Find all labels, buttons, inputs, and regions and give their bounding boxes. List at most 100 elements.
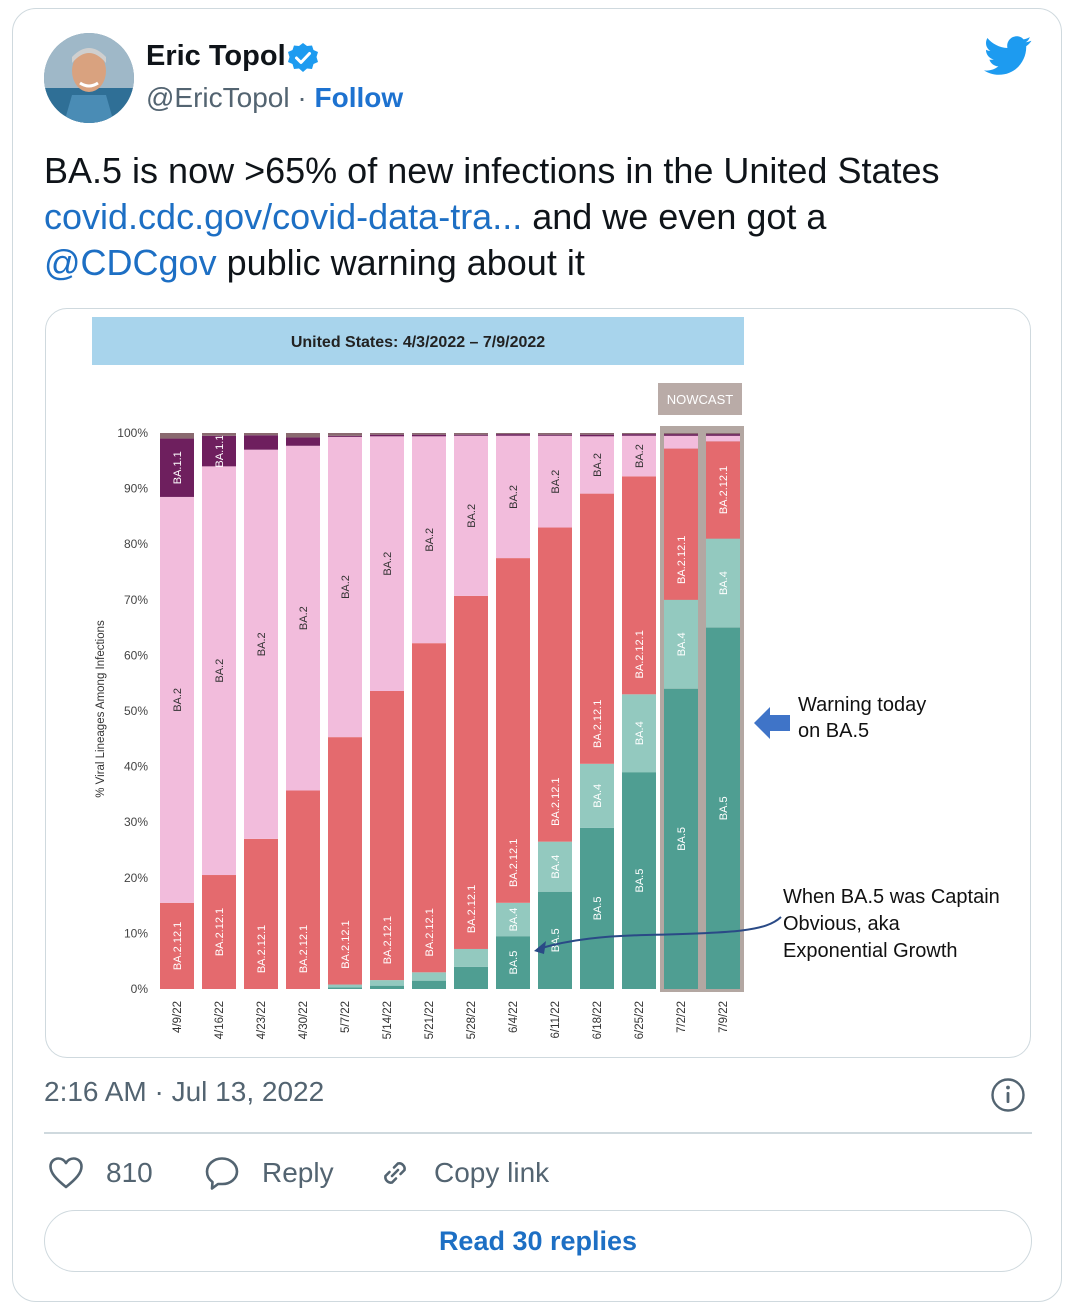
bar-segment-label: BA.2.12.1 [172, 922, 184, 970]
bar-segment [664, 448, 698, 600]
bar-segment [160, 433, 194, 439]
bar-segment [244, 838, 278, 989]
bar-segment-label: BA.4 [550, 855, 562, 879]
bar-segment-label: BA.5 [676, 827, 688, 851]
tweet-media-chart[interactable]: United States: 4/3/2022 – 7/9/2022 NOWCA… [45, 308, 1031, 1058]
x-tick-label: 6/18/22 [592, 1001, 604, 1039]
bar-segment [370, 690, 404, 981]
tweet-timestamp[interactable]: 2:16 AM · Jul 13, 2022 [44, 1076, 325, 1107]
info-icon[interactable] [990, 1077, 1026, 1113]
author-avatar[interactable] [44, 33, 134, 123]
copy-link-label: Copy link [434, 1157, 550, 1188]
bar-segment-label: BA.2.12.1 [382, 916, 394, 964]
bar-segment [706, 435, 740, 442]
bar-segment-label: BA.2 [466, 504, 478, 528]
bar-segment [496, 936, 530, 989]
cdc-mention-link[interactable]: @CDCgov [44, 242, 217, 283]
bar-segment-label: BA.2 [214, 659, 226, 683]
link-icon [384, 1162, 406, 1184]
y-tick-label: 60% [124, 648, 148, 662]
bar-segment-label: BA.2.12.1 [298, 925, 310, 973]
bar-segment [454, 434, 488, 436]
bar-segment [622, 434, 656, 436]
bar-segment-label: BA.5 [718, 796, 730, 820]
chart-title-banner [92, 317, 744, 365]
bar-segment [202, 435, 236, 467]
bar-segment [664, 433, 698, 435]
x-tick-label: 4/9/22 [172, 1001, 184, 1033]
bar-segment [538, 433, 572, 435]
bar-segment [622, 694, 656, 773]
x-tick-label: 5/7/22 [340, 1001, 352, 1033]
x-tick-label: 6/25/22 [634, 1001, 646, 1039]
y-tick-label: 0% [131, 982, 149, 996]
author-handle[interactable]: @EricTopol [146, 82, 290, 113]
bar-segment-label: BA.4 [592, 784, 604, 808]
follow-link[interactable]: Follow [314, 82, 404, 113]
read-replies-button[interactable]: Read 30 replies [44, 1210, 1032, 1272]
x-tick-label: 6/4/22 [508, 1001, 520, 1033]
y-tick-label: 10% [124, 926, 148, 940]
warning-annotation-text: on BA.5 [798, 720, 869, 742]
bar-segment [160, 496, 194, 903]
bar-segment [454, 435, 488, 596]
bar-segment [454, 966, 488, 989]
bar-segment [496, 558, 530, 903]
bar-segment [706, 627, 740, 989]
growth-annotation-line [537, 916, 782, 950]
avatar-photo-icon [44, 33, 134, 123]
author-handle-line: @EricTopol · Follow [146, 82, 403, 114]
speech-bubble-icon [205, 1157, 239, 1190]
bar-segment [580, 433, 614, 435]
reply-button[interactable]: Reply [204, 1152, 334, 1194]
bar-segment-label: BA.5 [592, 896, 604, 920]
bar-segment [328, 987, 362, 989]
author-name[interactable]: Eric Topol [146, 40, 286, 72]
bar-segment [664, 599, 698, 689]
bar-segment-label: BA.2.12.1 [634, 630, 646, 678]
tweet-url-link[interactable]: covid.cdc.gov/covid-data-tra... [44, 196, 523, 237]
tweet-text: BA.5 is now >65% of new infections in th… [44, 148, 1034, 286]
bar-segment-label: BA.4 [718, 571, 730, 595]
y-axis-ticks: 0% 10% 20% 30% 40% 50% 60% 70% 80% 90% 100% [117, 426, 148, 996]
bar-segment [286, 790, 320, 989]
bar-segment [580, 763, 614, 828]
tweet-line-1: BA.5 is now >65% of new infections in th… [44, 150, 940, 191]
bar-segment [328, 436, 362, 738]
bar-segment [454, 433, 488, 435]
twitter-bird-icon[interactable] [984, 36, 1032, 76]
bar-segment-label: BA.5 [550, 928, 562, 952]
bar-segment-label: BA.5 [508, 951, 520, 975]
bar-segment-label: BA.2 [508, 485, 520, 509]
bar-segment [412, 972, 446, 981]
copy-link-button[interactable]: Copy link [378, 1152, 549, 1194]
bar-segment [328, 435, 362, 437]
tweet-line-2: and we even got a [522, 196, 827, 237]
bar-segment-label: BA.2 [592, 453, 604, 477]
y-tick-label: 40% [124, 760, 148, 774]
x-tick-label: 5/14/22 [382, 1001, 394, 1039]
bar-segment [160, 438, 194, 497]
bar-segment-label: BA.2.12.1 [466, 885, 478, 933]
bar-segment [202, 466, 236, 876]
bar-segment [580, 493, 614, 764]
bar-segment [244, 449, 278, 839]
x-tick-label: 7/9/22 [718, 1001, 730, 1033]
like-button[interactable]: 810 [48, 1152, 153, 1194]
x-tick-label: 6/11/22 [550, 1001, 562, 1039]
bar-segment-label: BA.2.12.1 [718, 466, 730, 514]
like-count: 810 [106, 1157, 153, 1188]
bar-segment [202, 875, 236, 989]
bar-segment [370, 433, 404, 435]
y-tick-label: 80% [124, 537, 148, 551]
bar-segment [412, 433, 446, 435]
warning-arrow-icon [754, 707, 790, 739]
bar-segment-label: BA.2.12.1 [214, 908, 226, 956]
x-tick-label: 5/21/22 [424, 1001, 436, 1039]
bar-segment [580, 434, 614, 437]
stacked-bars: BA.2.12.1 BA.2 BA.1.1 BA.2.12.1 BA.2 BA.1.1 BA… [160, 433, 740, 989]
divider [44, 1132, 1032, 1134]
bar-segment [580, 827, 614, 989]
bar-segment [496, 434, 530, 436]
bar-segment [538, 434, 572, 436]
